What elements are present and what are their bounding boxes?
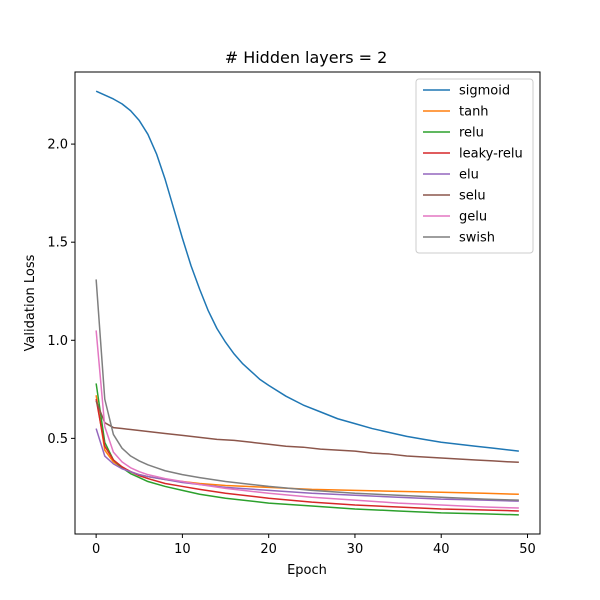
legend-label-elu: elu	[459, 168, 479, 183]
y-tick-label: 2.0	[47, 138, 68, 153]
x-tick-label: 0	[92, 542, 100, 557]
legend: sigmoid tanh relu leaky-relu elu selu gelu swis…	[415, 78, 534, 254]
series-layer	[95, 90, 519, 516]
y-axis-label: Validation Loss	[23, 254, 38, 351]
legend-label-gelu: gelu	[459, 210, 487, 225]
x-axis: 0 10 20 30 40 50	[92, 534, 536, 557]
x-tick-label: 40	[433, 542, 450, 557]
x-tick-label: 20	[260, 542, 277, 557]
x-tick-label: 30	[347, 542, 364, 557]
series-line-sigmoid	[95, 90, 519, 452]
series-line-gelu	[95, 330, 519, 509]
series-line-selu	[95, 400, 519, 464]
x-axis-label: Epoch	[287, 563, 327, 578]
series-line-leaky-relu	[95, 398, 519, 512]
series-line-swish	[95, 279, 519, 501]
legend-label-sigmoid: sigmoid	[459, 84, 510, 99]
x-tick-label: 10	[174, 542, 191, 557]
y-tick-label: 1.0	[47, 334, 68, 349]
y-tick-label: 0.5	[47, 432, 68, 447]
y-tick-label: 1.5	[47, 236, 68, 251]
plot-frame	[74, 71, 541, 535]
y-axis: 0.5 1.0 1.5 2.0	[47, 138, 75, 447]
legend-label-relu: relu	[459, 126, 484, 141]
legend-label-tanh: tanh	[459, 105, 489, 120]
legend-label-selu: selu	[459, 189, 486, 204]
legend-label-leaky-relu: leaky-relu	[459, 147, 523, 162]
x-tick-label: 50	[519, 542, 536, 557]
legend-label-swish: swish	[459, 231, 495, 246]
chart-title: # Hidden layers = 2	[225, 48, 388, 67]
legend-box	[415, 78, 534, 254]
